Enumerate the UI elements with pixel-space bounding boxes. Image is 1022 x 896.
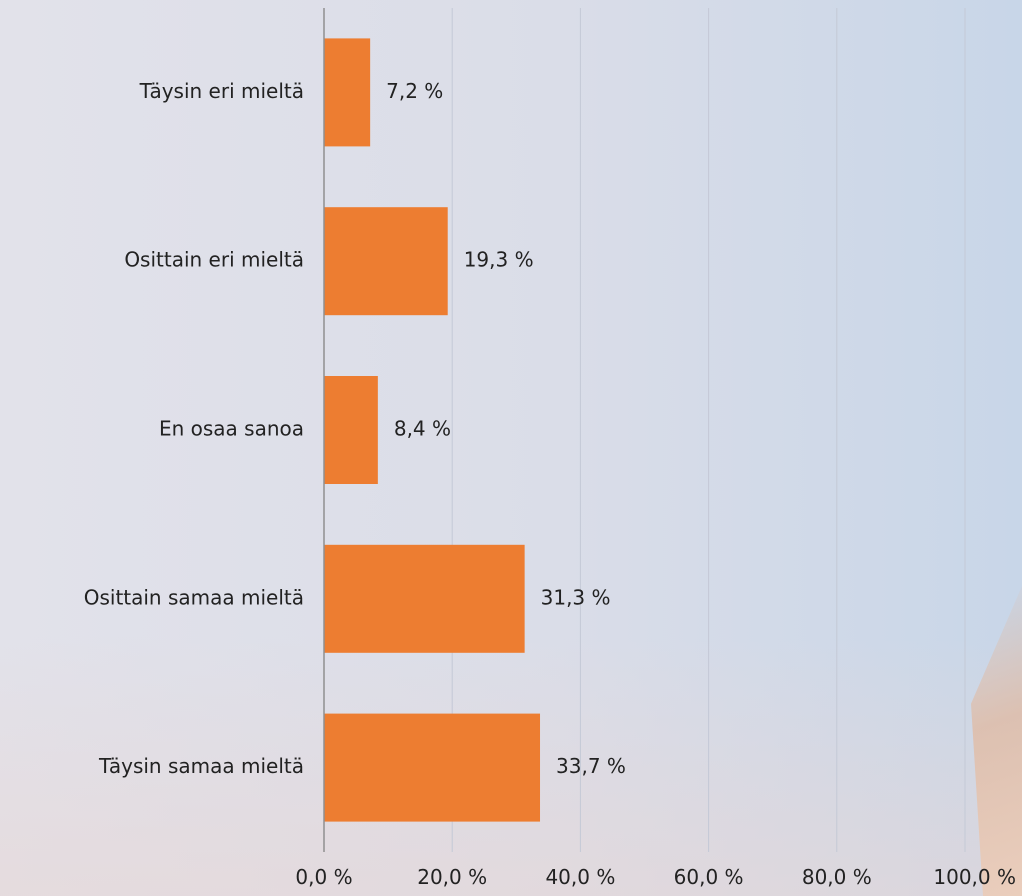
data-label: 31,3 % (541, 585, 611, 609)
data-label: 19,3 % (464, 248, 534, 272)
tick-label: 20,0 % (417, 865, 487, 889)
category-label: En osaa sanoa (159, 417, 304, 441)
bar (324, 376, 378, 484)
data-label: 8,4 % (394, 417, 451, 441)
bar (324, 544, 525, 653)
bars (324, 38, 541, 822)
category-label: Täysin eri mieltä (139, 79, 304, 103)
tick-label: 80,0 % (802, 865, 872, 889)
bar (324, 38, 371, 147)
data-label: 7,2 % (386, 79, 443, 103)
bar (324, 207, 448, 316)
category-label: Osittain eri mieltä (124, 248, 304, 272)
value-labels: 7,2 % 19,3 % 8,4 % 31,3 % 33,7 % (386, 79, 626, 778)
tick-label: 0,0 % (295, 865, 352, 889)
tick-label: 60,0 % (674, 865, 744, 889)
category-labels: Täysin eri mieltä Osittain eri mieltä En o… (84, 79, 304, 778)
tick-label: 40,0 % (545, 865, 615, 889)
tick-label: 100,0 % (933, 865, 1016, 889)
bar (324, 713, 541, 822)
category-label: Osittain samaa mieltä (84, 585, 304, 609)
data-label: 33,7 % (556, 754, 626, 778)
category-label: Täysin samaa mieltä (98, 754, 304, 778)
x-tick-labels: 0,0 % 20,0 % 40,0 % 60,0 % 80,0 % 100,0 % (295, 865, 1016, 889)
gridlines (451, 8, 966, 852)
